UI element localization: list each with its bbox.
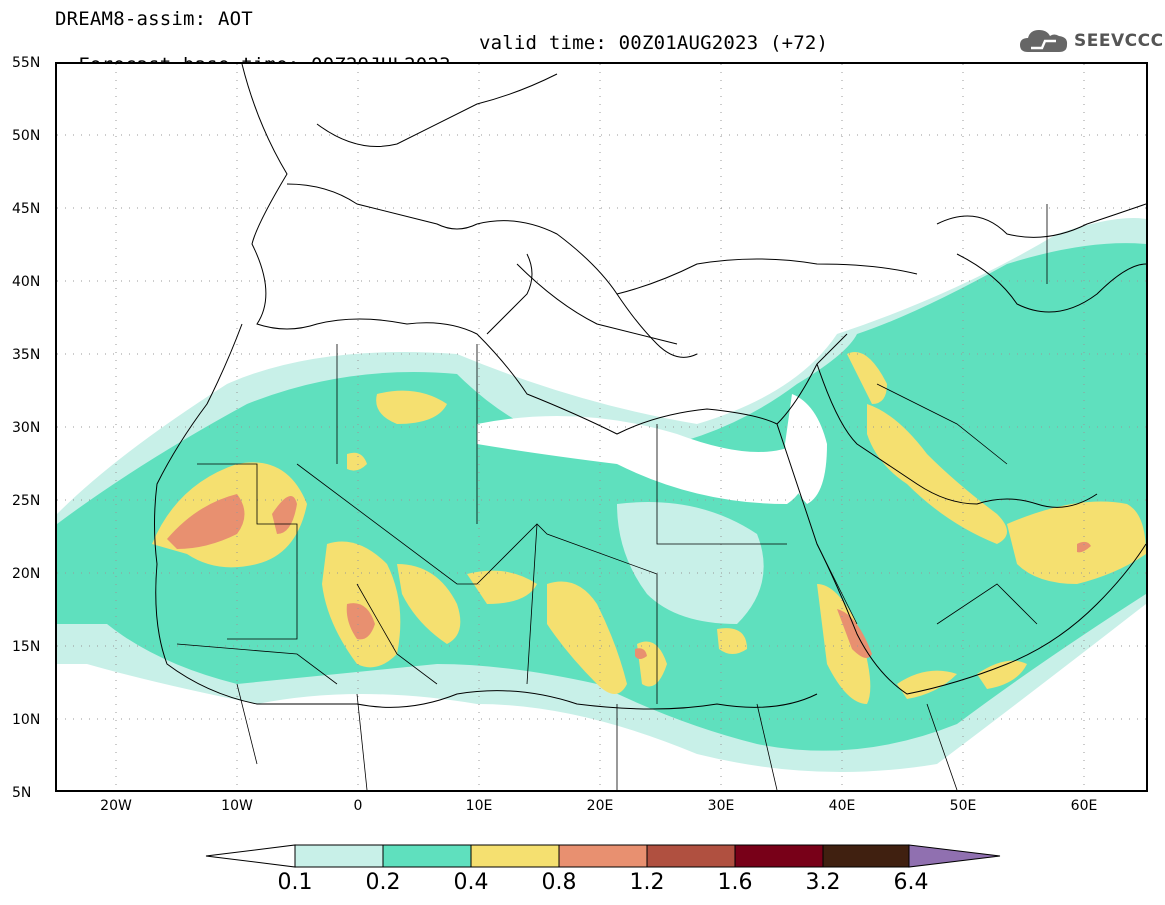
lat-label: 20N [12,566,41,582]
product-title: DREAM8-assim: AOT [55,8,253,30]
borders [176,204,1048,790]
colorbar-label: 6.4 [893,870,929,895]
colorbar-label: 0.8 [541,870,577,895]
aot-colorbar [205,844,1001,868]
aot-gap-center [617,502,764,624]
lon-label: 60E [1070,798,1098,814]
colorbar-bin [470,844,560,868]
lat-label: 50N [12,128,41,144]
lon-label: 20W [100,798,132,814]
lat-label: 40N [12,274,41,290]
lat-label: 30N [12,420,41,436]
lat-label: 10N [12,712,41,728]
colorbar-lower-arrow [205,844,296,868]
lon-label: 50E [949,798,977,814]
lon-label: 40E [828,798,856,814]
lat-label: 25N [12,493,41,509]
lon-label: 10W [221,798,253,814]
lon-label: 10E [465,798,493,814]
aot-field [57,218,1146,772]
colorbar-label: 1.6 [717,870,753,895]
lat-label: 45N [12,201,41,217]
cloud-logo-icon [1020,30,1068,52]
lon-label: 0 [353,798,363,814]
lon-label: 30E [707,798,735,814]
colorbar-bin [822,844,910,868]
colorbar-label: 1.2 [629,870,665,895]
valid-time-text: valid time: 00Z01AUG2023 (+72) [479,32,829,54]
colorbar-label: 3.2 [805,870,841,895]
graticule [57,64,1146,790]
seevccc-logo: SEEVCCC [1018,24,1164,58]
map-canvas [57,64,1146,790]
colorbar-bin [382,844,472,868]
colorbar-bin [646,844,736,868]
lon-label: 20E [586,798,614,814]
colorbar-upper-arrow [908,844,1001,868]
coastlines [154,64,1146,710]
lat-label: 15N [12,639,41,655]
logo-text: SEEVCCC [1074,31,1164,51]
colorbar-label: 0.4 [453,870,489,895]
aot-band-0.4 [152,352,1146,704]
aot-gap-north [477,416,805,504]
colorbar-label: 0.2 [365,870,401,895]
colorbar-bin [558,844,648,868]
colorbar-bin [294,844,384,868]
lat-label: 35N [12,347,41,363]
colorbar-bin [734,844,824,868]
lat-label: 55N [12,55,41,71]
aot-map [55,62,1148,792]
colorbar-label: 0.1 [277,870,313,895]
aot-gap-arabia [785,394,827,504]
lat-label: 5N [12,785,32,801]
